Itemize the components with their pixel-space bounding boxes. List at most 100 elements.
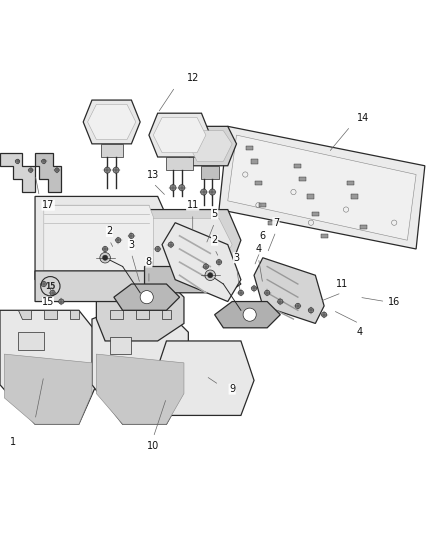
Bar bbox=[259, 203, 266, 207]
Text: 3: 3 bbox=[233, 253, 240, 263]
Polygon shape bbox=[153, 341, 254, 415]
Polygon shape bbox=[83, 100, 140, 144]
Polygon shape bbox=[162, 310, 171, 319]
Circle shape bbox=[113, 167, 119, 173]
Polygon shape bbox=[201, 166, 219, 179]
Bar bbox=[255, 181, 262, 185]
Circle shape bbox=[209, 189, 215, 195]
Polygon shape bbox=[35, 152, 61, 192]
Circle shape bbox=[15, 159, 20, 164]
Polygon shape bbox=[88, 104, 136, 140]
Circle shape bbox=[41, 281, 46, 287]
Text: 4: 4 bbox=[356, 327, 362, 337]
Text: 7: 7 bbox=[273, 217, 279, 228]
Polygon shape bbox=[44, 205, 162, 271]
Circle shape bbox=[104, 167, 110, 173]
Circle shape bbox=[140, 290, 153, 304]
Circle shape bbox=[201, 189, 207, 195]
Text: 11: 11 bbox=[187, 200, 199, 210]
Circle shape bbox=[179, 184, 185, 191]
Polygon shape bbox=[96, 280, 184, 341]
Polygon shape bbox=[166, 157, 193, 170]
Polygon shape bbox=[254, 258, 324, 324]
Text: 17: 17 bbox=[42, 200, 54, 210]
Circle shape bbox=[265, 290, 270, 295]
Circle shape bbox=[102, 246, 108, 252]
Circle shape bbox=[308, 308, 314, 313]
Circle shape bbox=[205, 270, 215, 280]
Circle shape bbox=[59, 299, 64, 304]
Text: 2: 2 bbox=[106, 227, 113, 237]
Text: 8: 8 bbox=[146, 257, 152, 267]
Polygon shape bbox=[101, 144, 123, 157]
Polygon shape bbox=[162, 223, 241, 302]
Text: 15: 15 bbox=[45, 282, 56, 290]
Bar bbox=[312, 212, 319, 216]
Polygon shape bbox=[215, 302, 280, 328]
Circle shape bbox=[208, 273, 213, 278]
Polygon shape bbox=[188, 131, 232, 161]
Circle shape bbox=[155, 246, 160, 252]
Circle shape bbox=[251, 286, 257, 291]
Polygon shape bbox=[0, 310, 96, 424]
Circle shape bbox=[50, 290, 55, 295]
Text: 3: 3 bbox=[128, 240, 134, 249]
Text: 9: 9 bbox=[229, 384, 235, 394]
Circle shape bbox=[278, 299, 283, 304]
Circle shape bbox=[216, 260, 222, 265]
Bar bbox=[347, 181, 354, 185]
Bar bbox=[321, 233, 328, 238]
Polygon shape bbox=[18, 310, 31, 319]
Circle shape bbox=[28, 168, 33, 172]
Circle shape bbox=[170, 184, 176, 191]
Text: 6: 6 bbox=[260, 231, 266, 241]
Circle shape bbox=[55, 168, 59, 172]
Text: 1: 1 bbox=[10, 437, 16, 447]
Circle shape bbox=[238, 290, 244, 295]
Circle shape bbox=[295, 303, 300, 309]
Circle shape bbox=[102, 255, 108, 260]
Polygon shape bbox=[145, 209, 241, 275]
Text: 16: 16 bbox=[388, 296, 400, 306]
Polygon shape bbox=[0, 152, 35, 192]
Circle shape bbox=[42, 159, 46, 164]
Circle shape bbox=[100, 253, 110, 263]
Circle shape bbox=[168, 242, 173, 247]
Text: 4: 4 bbox=[255, 244, 261, 254]
Circle shape bbox=[243, 308, 256, 321]
Polygon shape bbox=[110, 310, 123, 319]
Bar bbox=[294, 164, 301, 168]
Bar bbox=[299, 177, 306, 181]
Polygon shape bbox=[92, 310, 188, 424]
Polygon shape bbox=[35, 197, 175, 280]
Polygon shape bbox=[149, 113, 210, 157]
Polygon shape bbox=[35, 271, 175, 302]
Polygon shape bbox=[228, 135, 416, 240]
Polygon shape bbox=[4, 354, 92, 424]
Polygon shape bbox=[153, 118, 206, 152]
Text: 14: 14 bbox=[357, 112, 370, 123]
Bar bbox=[351, 194, 358, 199]
Polygon shape bbox=[153, 219, 232, 266]
Polygon shape bbox=[18, 332, 44, 350]
Polygon shape bbox=[145, 266, 241, 293]
Circle shape bbox=[321, 312, 327, 317]
Bar bbox=[307, 194, 314, 199]
Polygon shape bbox=[110, 336, 131, 354]
Polygon shape bbox=[70, 310, 79, 319]
Polygon shape bbox=[44, 310, 57, 319]
Circle shape bbox=[116, 238, 121, 243]
Text: 11: 11 bbox=[336, 279, 348, 289]
Circle shape bbox=[203, 264, 208, 269]
Bar bbox=[246, 146, 253, 150]
Text: 12: 12 bbox=[187, 73, 199, 83]
Text: 15: 15 bbox=[42, 296, 54, 306]
Bar bbox=[268, 221, 275, 225]
Text: 2: 2 bbox=[212, 235, 218, 245]
Bar bbox=[360, 225, 367, 229]
Bar bbox=[251, 159, 258, 164]
Polygon shape bbox=[114, 284, 180, 310]
Text: 10: 10 bbox=[147, 441, 159, 451]
Polygon shape bbox=[219, 126, 425, 249]
Polygon shape bbox=[96, 354, 184, 424]
